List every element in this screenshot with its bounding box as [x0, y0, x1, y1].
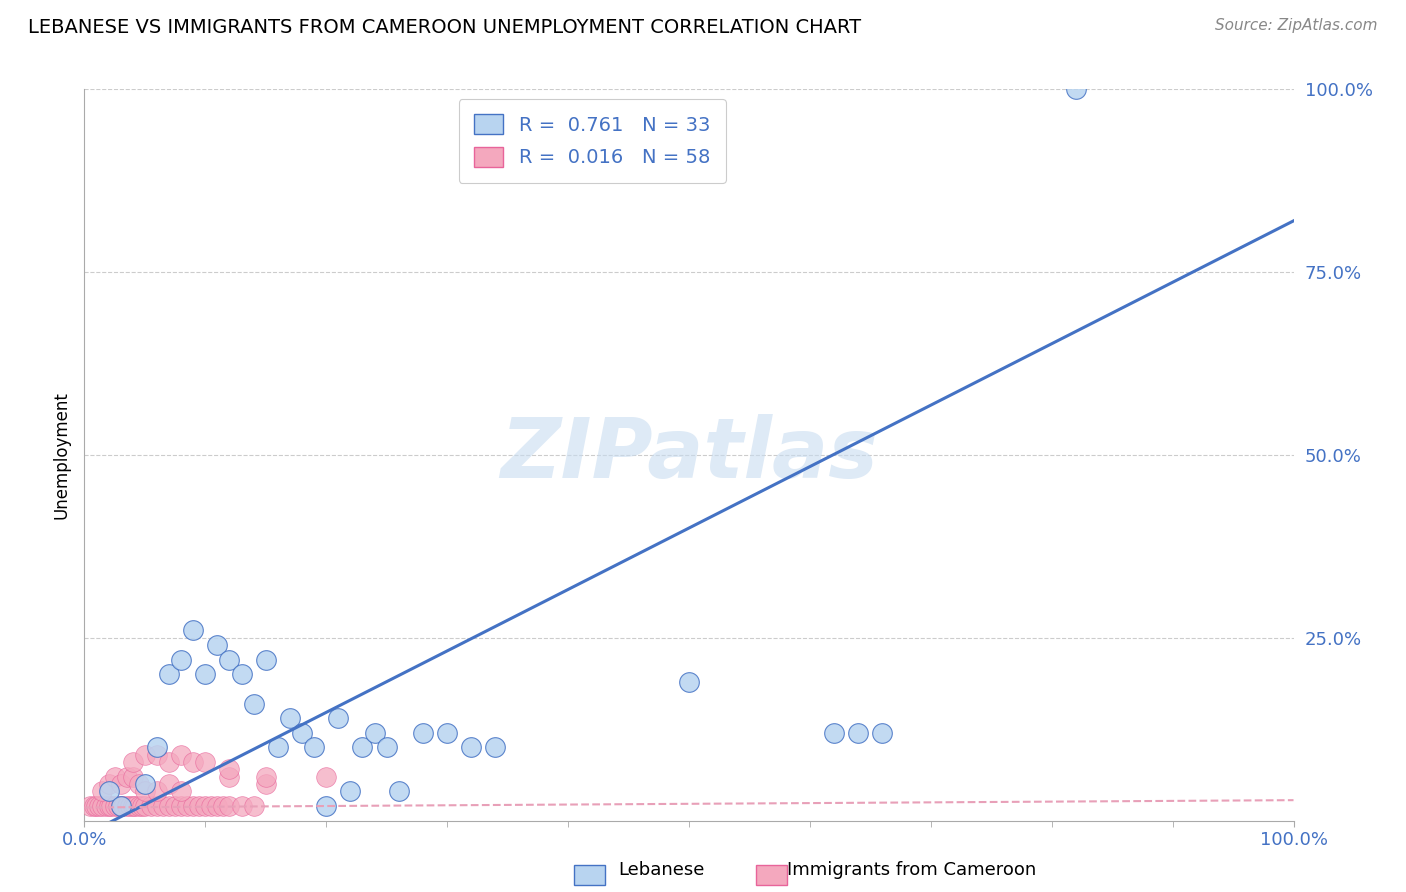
Point [120, 799, 142, 814]
Point [86, 799, 108, 814]
Point [121, 799, 143, 814]
Point [460, 740, 482, 755]
Point [254, 777, 277, 791]
Point [97, 799, 120, 814]
Point [176, 799, 198, 814]
Point [110, 777, 132, 791]
Point [134, 784, 156, 798]
Point [231, 667, 253, 681]
Point [110, 799, 132, 814]
Point [388, 784, 411, 798]
Point [484, 740, 506, 755]
Point [181, 624, 204, 638]
Point [1064, 82, 1087, 96]
Point [212, 799, 235, 814]
Point [110, 799, 132, 814]
Text: Source: ZipAtlas.com: Source: ZipAtlas.com [1215, 18, 1378, 33]
Text: Immigrants from Cameroon: Immigrants from Cameroon [787, 861, 1036, 879]
Point [165, 799, 187, 814]
Point [254, 770, 277, 784]
Point [170, 784, 193, 798]
Point [128, 799, 150, 814]
Point [128, 777, 150, 791]
Point [146, 747, 169, 762]
Point [121, 770, 143, 784]
Point [846, 726, 869, 740]
Point [79, 799, 101, 814]
Point [242, 697, 264, 711]
Point [157, 667, 180, 681]
Point [339, 784, 361, 798]
Point [97, 784, 120, 798]
Text: ZIPatlas: ZIPatlas [501, 415, 877, 495]
Point [91, 784, 114, 798]
Point [104, 770, 127, 784]
Point [278, 711, 301, 725]
Point [231, 799, 253, 814]
Point [146, 784, 169, 798]
Text: LEBANESE VS IMMIGRANTS FROM CAMEROON UNEMPLOYMENT CORRELATION CHART: LEBANESE VS IMMIGRANTS FROM CAMEROON UNE… [28, 18, 862, 37]
Point [100, 799, 122, 814]
Point [872, 726, 894, 740]
Point [207, 638, 229, 652]
Point [134, 799, 156, 814]
Point [124, 799, 146, 814]
Point [104, 799, 127, 814]
Point [194, 667, 217, 681]
Point [291, 726, 314, 740]
Point [412, 726, 434, 740]
Point [170, 799, 193, 814]
Point [139, 799, 162, 814]
Point [267, 740, 290, 755]
Point [146, 799, 169, 814]
Point [131, 799, 153, 814]
Point [207, 799, 229, 814]
Point [146, 740, 169, 755]
Point [157, 799, 180, 814]
Point [87, 799, 110, 814]
Point [94, 799, 117, 814]
Point [363, 726, 385, 740]
Point [157, 755, 180, 769]
Point [194, 755, 217, 769]
Point [436, 726, 458, 740]
Point [375, 740, 398, 755]
Point [328, 711, 350, 725]
Point [134, 777, 156, 791]
Point [194, 799, 217, 814]
Point [97, 777, 120, 791]
Point [112, 799, 135, 814]
Point [152, 799, 174, 814]
Point [115, 770, 138, 784]
Point [181, 799, 204, 814]
Point [218, 653, 240, 667]
Text: Lebanese: Lebanese [619, 861, 704, 879]
Point [352, 740, 374, 755]
Y-axis label: Unemployment: Unemployment [52, 391, 70, 519]
Point [218, 763, 240, 777]
Point [170, 653, 193, 667]
Point [91, 799, 114, 814]
Point [678, 674, 700, 689]
Point [823, 726, 845, 740]
Point [254, 653, 277, 667]
Point [315, 799, 337, 814]
Point [181, 755, 204, 769]
Point [200, 799, 222, 814]
Point [188, 799, 211, 814]
Point [115, 799, 138, 814]
Point [134, 747, 156, 762]
Point [83, 799, 105, 814]
Point [302, 740, 325, 755]
Point [157, 777, 180, 791]
Point [315, 770, 337, 784]
Point [218, 799, 240, 814]
Point [242, 799, 264, 814]
Point [218, 770, 240, 784]
Legend: R =  0.761   N = 33, R =  0.016   N = 58: R = 0.761 N = 33, R = 0.016 N = 58 [458, 99, 725, 183]
Point [121, 755, 143, 769]
Point [107, 799, 129, 814]
Point [170, 747, 193, 762]
